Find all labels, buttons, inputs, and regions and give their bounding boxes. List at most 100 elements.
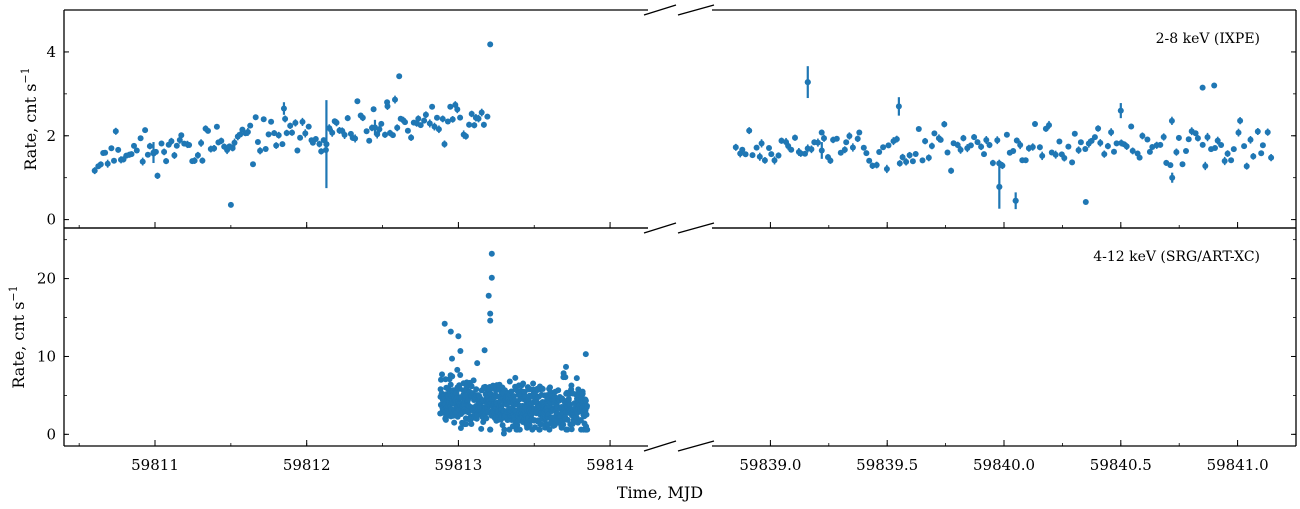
data-point — [899, 154, 906, 161]
data-point — [344, 115, 351, 122]
data-point — [431, 123, 438, 130]
data-point — [302, 130, 309, 137]
data-point — [957, 146, 964, 153]
data-point — [211, 145, 218, 152]
data-point — [1211, 82, 1218, 89]
data-point — [546, 426, 553, 433]
data-point — [133, 147, 140, 154]
data-point — [1264, 129, 1271, 136]
data-point — [283, 130, 290, 136]
data-point — [1013, 137, 1020, 144]
y-axis-label-text: Rate, cnt s — [9, 302, 28, 389]
x-axis-label: Time, MJD — [617, 483, 703, 502]
data-point — [198, 140, 205, 146]
data-point — [841, 146, 848, 153]
data-point — [753, 144, 760, 151]
data-point — [1082, 146, 1089, 152]
data-point — [254, 139, 261, 145]
data-point — [537, 421, 544, 428]
y-tick-label: 4 — [46, 43, 56, 61]
data-point — [449, 355, 455, 362]
data-point — [1091, 134, 1098, 141]
data-point — [1071, 130, 1078, 137]
data-point — [487, 426, 494, 433]
data-point — [508, 388, 515, 395]
series-label: 2-8 keV (IXPE) — [1156, 31, 1260, 47]
data-point — [746, 127, 753, 134]
data-point — [1111, 148, 1117, 155]
data-point — [555, 387, 562, 394]
data-point — [205, 127, 211, 134]
data-point — [323, 141, 330, 148]
data-point — [749, 152, 756, 159]
data-point — [329, 129, 336, 136]
data-point — [978, 143, 985, 150]
data-point — [1167, 162, 1174, 169]
data-point — [551, 394, 558, 400]
data-point — [1113, 140, 1120, 147]
data-point — [142, 127, 149, 134]
data-point — [1250, 153, 1257, 160]
data-point — [925, 154, 932, 161]
data-point — [1230, 146, 1237, 153]
data-point — [354, 98, 361, 105]
data-point — [473, 386, 480, 393]
data-point — [1036, 144, 1043, 151]
data-point — [466, 121, 473, 128]
data-point — [262, 146, 269, 152]
x-tick-label: 59841.0 — [1207, 456, 1269, 474]
data-point — [996, 183, 1003, 190]
data-point — [1104, 143, 1111, 150]
data-point — [265, 131, 272, 138]
break-gap — [649, 224, 711, 232]
data-point — [1199, 84, 1206, 91]
data-point — [1056, 138, 1063, 145]
data-point — [944, 149, 951, 156]
data-point — [922, 138, 929, 145]
data-point — [983, 137, 990, 143]
data-point — [275, 132, 282, 139]
data-point — [478, 109, 485, 116]
data-point — [999, 162, 1006, 169]
data-point — [171, 152, 178, 159]
data-point — [404, 127, 411, 134]
data-point — [454, 366, 461, 373]
data-point — [199, 157, 206, 164]
data-point — [421, 117, 428, 124]
data-point — [833, 135, 840, 142]
y-tick-label: 0 — [46, 211, 56, 229]
data-point — [463, 421, 470, 427]
data-point — [876, 149, 883, 155]
data-point — [429, 103, 436, 110]
break-gap — [649, 6, 711, 14]
data-point — [1185, 136, 1192, 143]
data-point — [986, 142, 993, 148]
panel-1: 0 2 4 Rate, cnt s−1 2-8 keV (IXPE) — [19, 9, 1297, 229]
data-point — [788, 146, 795, 153]
data-point — [483, 415, 490, 422]
break-slash — [677, 440, 715, 452]
y-axis-label-text: Rate, cnt s — [21, 84, 40, 171]
data-point — [1235, 129, 1242, 136]
x-tick-label: 59814 — [586, 456, 634, 474]
data-point — [909, 158, 916, 165]
y-tick-label: 0 — [46, 425, 56, 443]
data-point — [454, 106, 461, 113]
data-point — [1017, 142, 1024, 148]
x-tick-label: 59839.5 — [856, 456, 918, 474]
data-point — [112, 128, 119, 135]
data-point — [931, 130, 938, 137]
data-point — [102, 149, 109, 156]
data-point — [352, 135, 359, 142]
data-point — [154, 172, 161, 179]
data-point — [439, 115, 446, 122]
data-point — [758, 140, 765, 147]
data-point — [1173, 149, 1180, 156]
data-point — [382, 131, 388, 138]
data-point — [1168, 117, 1175, 124]
x-tick-label: 59811 — [131, 456, 179, 474]
data-point — [468, 383, 475, 390]
data-point — [396, 73, 403, 80]
data-point — [470, 377, 477, 384]
data-point — [282, 115, 289, 122]
